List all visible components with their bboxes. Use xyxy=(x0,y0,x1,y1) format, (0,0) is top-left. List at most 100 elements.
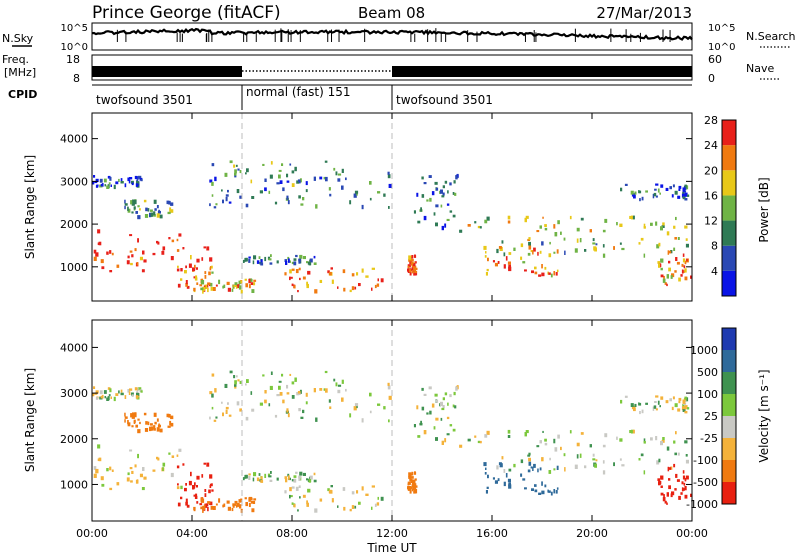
echo-cell xyxy=(178,233,182,237)
echo-cell xyxy=(208,271,211,276)
colorbar-tick-label: 8 xyxy=(711,240,718,253)
echo-cell xyxy=(657,400,660,405)
echo-cell xyxy=(129,177,133,180)
echo-cell xyxy=(95,178,99,182)
echo-cell xyxy=(664,282,667,285)
echo-cell xyxy=(157,457,160,461)
colorbar-swatch xyxy=(722,328,736,350)
echo-cell xyxy=(452,404,455,408)
echo-cell xyxy=(620,187,623,192)
echo-cell xyxy=(291,486,295,489)
echo-cell xyxy=(111,252,114,256)
echo-cell xyxy=(619,458,622,461)
echo-cell xyxy=(441,407,445,411)
echo-cell xyxy=(193,506,196,511)
echo-cell xyxy=(176,486,180,490)
echo-cell xyxy=(170,256,174,261)
echo-cell xyxy=(124,412,126,417)
echo-cell xyxy=(616,222,618,226)
echo-cell xyxy=(388,419,390,423)
echo-cell xyxy=(210,286,213,291)
echo-cell xyxy=(658,242,661,247)
freq-label-line2: [MHz] xyxy=(4,66,36,79)
echo-cell xyxy=(328,399,331,403)
echo-cell xyxy=(302,276,306,280)
echo-cell xyxy=(483,245,487,250)
echo-cell xyxy=(652,193,655,199)
echo-cell xyxy=(453,391,456,396)
echo-cell xyxy=(237,168,240,171)
echo-cell xyxy=(369,181,372,185)
echo-cell xyxy=(240,289,243,294)
x-tick-label: 00:00 xyxy=(676,527,708,540)
echo-cell xyxy=(291,395,295,399)
echo-cell xyxy=(218,498,221,503)
echo-cell xyxy=(201,474,204,478)
echo-cell xyxy=(330,267,333,270)
echo-cell xyxy=(328,489,332,494)
echo-cell xyxy=(206,503,209,507)
echo-cell xyxy=(299,471,303,476)
echo-cell xyxy=(211,373,215,377)
freq-tick-bottom: 8 xyxy=(73,72,80,85)
echo-cell xyxy=(285,260,288,265)
y-tick-label: 2000 xyxy=(60,218,88,231)
echo-cell xyxy=(536,445,540,448)
echo-cell xyxy=(115,393,119,396)
echo-cell xyxy=(337,384,342,387)
echo-cell xyxy=(507,220,511,224)
echo-cell xyxy=(178,448,182,452)
echo-cell xyxy=(136,179,139,183)
freq-tick-top: 18 xyxy=(66,53,80,66)
echo-cell xyxy=(444,223,447,228)
echo-cell xyxy=(297,290,299,293)
echo-cell xyxy=(131,180,134,184)
echo-cell xyxy=(674,403,678,408)
echo-cell xyxy=(245,502,248,507)
echo-cell xyxy=(156,213,160,218)
echo-cell xyxy=(233,375,236,379)
echo-cell xyxy=(176,249,180,252)
echo-cell xyxy=(291,381,295,385)
echo-cell xyxy=(302,197,305,201)
echo-cell xyxy=(579,238,582,243)
echo-cell xyxy=(496,465,499,470)
echo-cell xyxy=(162,467,164,471)
echo-cell xyxy=(684,494,688,499)
echo-cell xyxy=(291,479,295,482)
echo-cell xyxy=(487,257,489,262)
echo-cell xyxy=(528,461,532,466)
echo-cell xyxy=(248,284,251,289)
echo-cell xyxy=(95,390,99,394)
echo-cell xyxy=(337,173,342,176)
echo-cell xyxy=(234,384,237,387)
echo-cell xyxy=(656,460,660,465)
echo-cell xyxy=(337,178,341,182)
echo-cell xyxy=(93,466,97,470)
echo-cell xyxy=(313,255,316,259)
echo-cell xyxy=(107,387,110,390)
echo-cell xyxy=(177,483,179,486)
echo-cell xyxy=(185,280,188,285)
echo-cell xyxy=(213,419,217,422)
echo-cell xyxy=(120,392,124,396)
echo-cell xyxy=(411,471,414,476)
echo-cell xyxy=(641,409,644,414)
echo-cell xyxy=(337,389,341,394)
echo-cell xyxy=(428,175,432,178)
echo-cell xyxy=(256,477,260,482)
velocity-colorbar: 1000 500 100 25 -25 -100 -500 -1000 xyxy=(686,327,737,511)
echo-cell xyxy=(208,489,211,494)
echo-cell xyxy=(666,231,670,236)
echo-cell xyxy=(660,274,664,278)
echo-cell xyxy=(210,282,213,287)
echo-cell xyxy=(459,229,463,233)
echo-cell xyxy=(238,499,241,503)
echo-cell xyxy=(658,263,661,268)
echo-cell xyxy=(413,210,416,214)
echo-cell xyxy=(684,268,687,273)
echo-cell xyxy=(655,395,659,398)
echo-cell xyxy=(524,487,527,490)
echo-cell xyxy=(157,241,160,245)
echo-cell xyxy=(221,401,223,404)
